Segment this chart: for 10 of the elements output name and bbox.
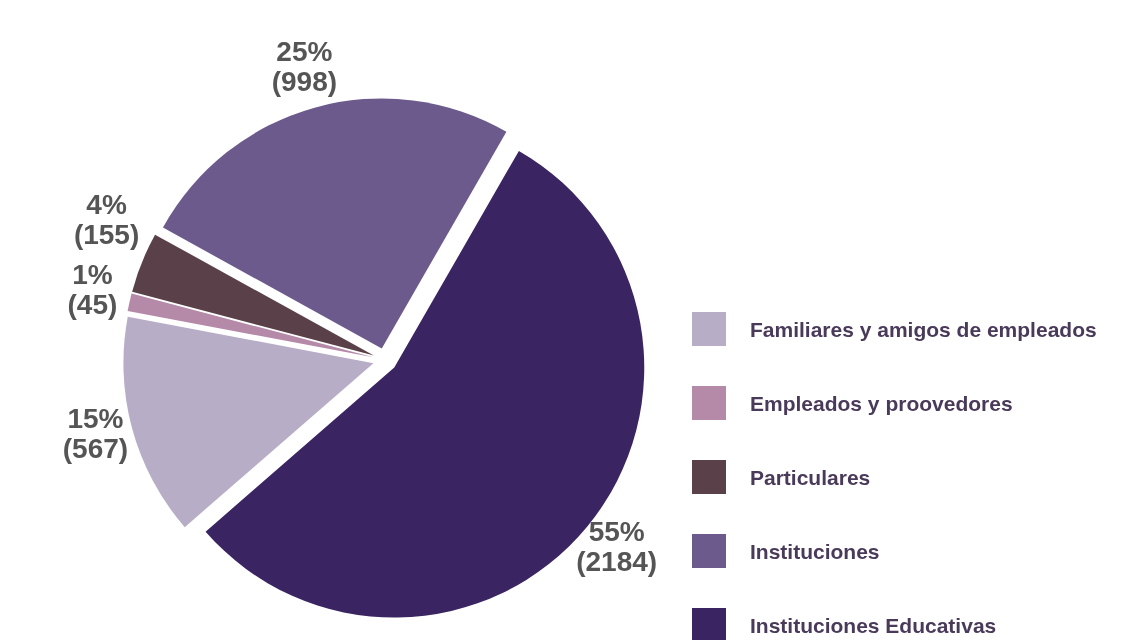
- data-label: 25% (998): [271, 36, 338, 98]
- legend-label: Instituciones Educativas: [750, 614, 997, 637]
- data-label: 1% (45): [67, 258, 118, 320]
- legend-label: Instituciones: [750, 540, 880, 563]
- data-label: 4% (155): [73, 188, 140, 250]
- data-label: 15% (567): [62, 403, 129, 465]
- data-label: 55% (2184): [576, 515, 658, 577]
- legend-label: Particulares: [750, 466, 871, 489]
- legend-label: Empleados y proovedores: [750, 392, 1013, 415]
- legend-label: Familiares y amigos de empleados: [750, 318, 1097, 341]
